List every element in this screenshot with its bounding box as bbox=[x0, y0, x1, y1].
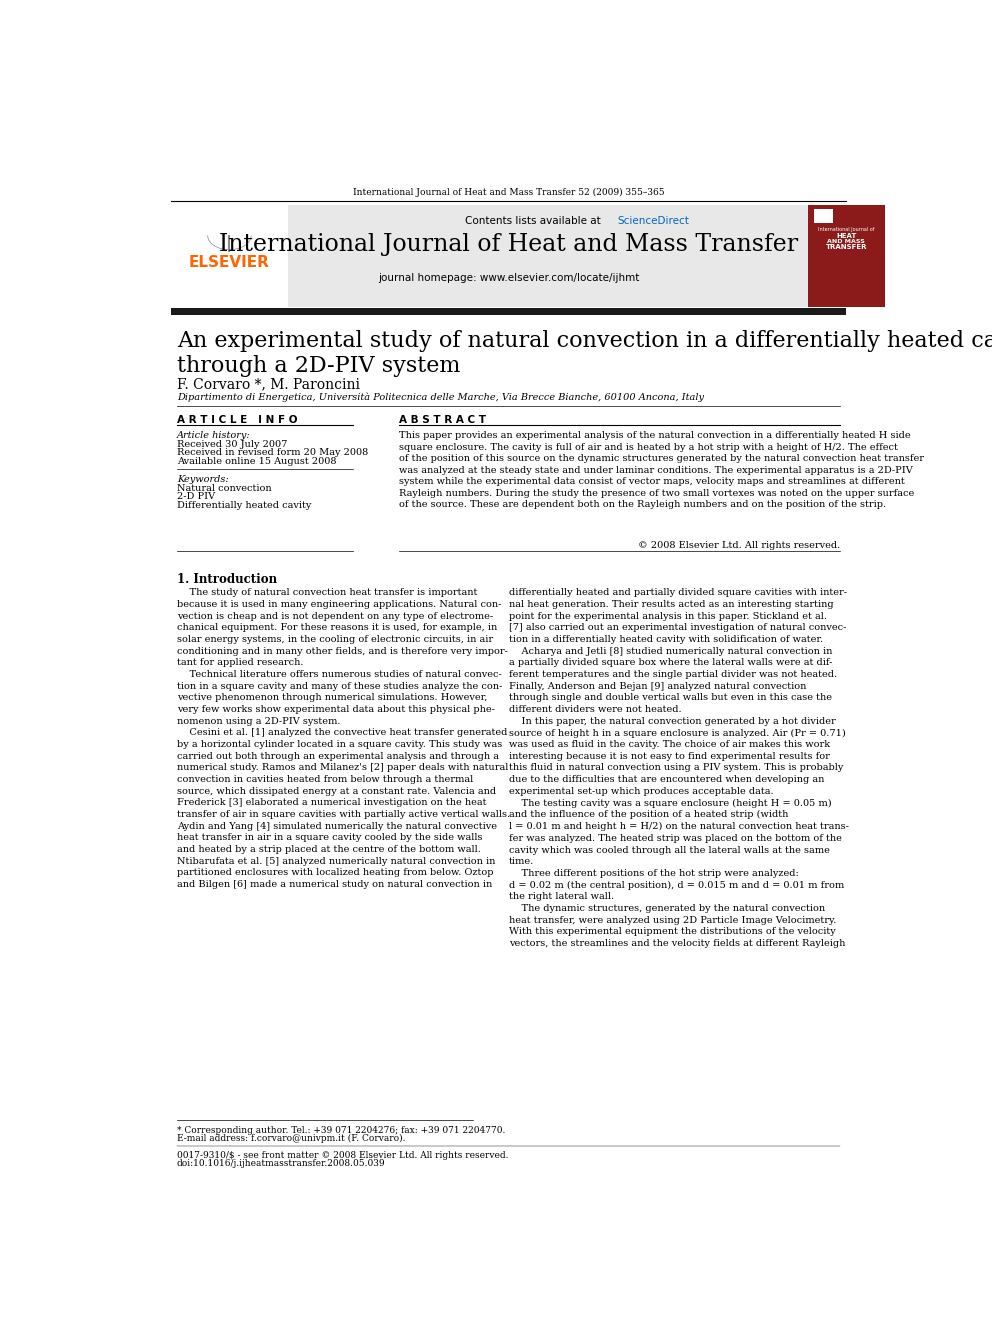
Text: * Corresponding author. Tel.: +39 071 2204276; fax: +39 071 2204770.: * Corresponding author. Tel.: +39 071 22… bbox=[177, 1126, 505, 1135]
Text: A B S T R A C T: A B S T R A C T bbox=[399, 415, 486, 425]
Text: This paper provides an experimental analysis of the natural convection in a diff: This paper provides an experimental anal… bbox=[399, 431, 925, 509]
Text: Contents lists available at: Contents lists available at bbox=[465, 216, 604, 226]
Text: Natural convection: Natural convection bbox=[177, 484, 272, 492]
Text: The study of natural convection heat transfer is important
because it is used in: The study of natural convection heat tra… bbox=[177, 589, 510, 889]
Text: F. Corvaro *, M. Paroncini: F. Corvaro *, M. Paroncini bbox=[177, 377, 360, 392]
Text: 2-D PIV: 2-D PIV bbox=[177, 492, 215, 501]
Text: Differentially heated cavity: Differentially heated cavity bbox=[177, 500, 311, 509]
Text: Article history:: Article history: bbox=[177, 431, 250, 441]
Bar bbox=[171, 308, 846, 315]
Text: ELSEVIER: ELSEVIER bbox=[188, 255, 270, 270]
Text: AND MASS: AND MASS bbox=[827, 239, 865, 243]
Text: International Journal of: International Journal of bbox=[818, 226, 875, 232]
Text: TRANSFER: TRANSFER bbox=[825, 245, 867, 250]
Text: 0017-9310/$ - see front matter © 2008 Elsevier Ltd. All rights reserved.: 0017-9310/$ - see front matter © 2008 El… bbox=[177, 1151, 508, 1159]
Text: E-mail address: f.corvaro@univpm.it (F. Corvaro).: E-mail address: f.corvaro@univpm.it (F. … bbox=[177, 1134, 405, 1143]
Text: 1. Introduction: 1. Introduction bbox=[177, 573, 277, 586]
Text: ScienceDirect: ScienceDirect bbox=[617, 216, 688, 226]
Bar bbox=[171, 205, 289, 307]
Text: HEAT: HEAT bbox=[836, 233, 856, 239]
Bar bbox=[807, 205, 885, 307]
Text: International Journal of Heat and Mass Transfer: International Journal of Heat and Mass T… bbox=[219, 233, 798, 255]
Text: Available online 15 August 2008: Available online 15 August 2008 bbox=[177, 456, 336, 466]
Bar bbox=[813, 209, 833, 222]
Text: © 2008 Elsevier Ltd. All rights reserved.: © 2008 Elsevier Ltd. All rights reserved… bbox=[638, 541, 840, 550]
Text: journal homepage: www.elsevier.com/locate/ijhmt: journal homepage: www.elsevier.com/locat… bbox=[378, 273, 639, 283]
Text: Keywords:: Keywords: bbox=[177, 475, 228, 484]
Text: differentially heated and partially divided square cavities with inter-
nal heat: differentially heated and partially divi… bbox=[509, 589, 849, 949]
Text: Received 30 July 2007: Received 30 July 2007 bbox=[177, 439, 287, 448]
Text: Received in revised form 20 May 2008: Received in revised form 20 May 2008 bbox=[177, 448, 368, 458]
Bar bbox=[183, 209, 277, 274]
Text: A R T I C L E   I N F O: A R T I C L E I N F O bbox=[177, 415, 298, 425]
Bar bbox=[171, 205, 807, 307]
Text: Dipartimento di Energetica, Università Politecnica delle Marche, Via Brecce Bian: Dipartimento di Energetica, Università P… bbox=[177, 393, 703, 402]
Text: doi:10.1016/j.ijheatmasstransfer.2008.05.039: doi:10.1016/j.ijheatmasstransfer.2008.05… bbox=[177, 1159, 385, 1168]
Text: International Journal of Heat and Mass Transfer 52 (2009) 355–365: International Journal of Heat and Mass T… bbox=[352, 188, 665, 197]
Text: An experimental study of natural convection in a differentially heated cavity
th: An experimental study of natural convect… bbox=[177, 329, 992, 377]
